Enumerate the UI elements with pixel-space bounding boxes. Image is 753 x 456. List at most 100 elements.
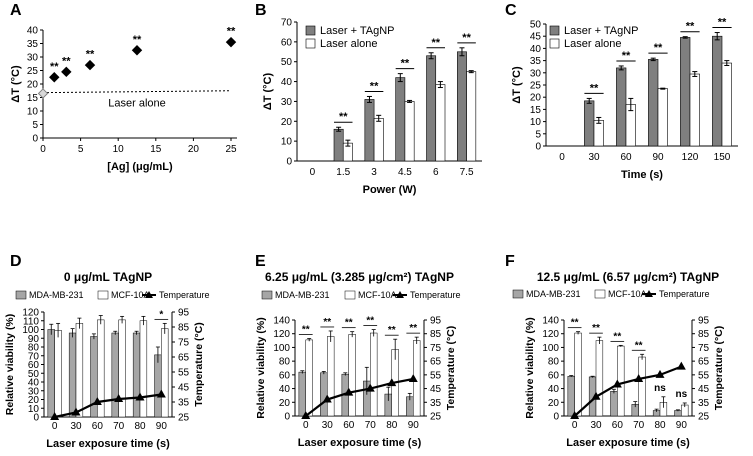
legend-label: MCF-10A — [608, 289, 647, 299]
significance-label: ** — [133, 34, 142, 46]
legend-label: Temperature — [659, 289, 710, 299]
y2-axis-tick-label: 35 — [430, 398, 442, 409]
y-axis-tick-label: 20 — [27, 80, 39, 91]
legend-label: MDA-MB-231 — [29, 290, 84, 300]
x-axis-tick-label: 70 — [633, 420, 645, 431]
y-axis-tick-label: 70 — [281, 18, 293, 29]
x-axis-tick-label: 150 — [714, 152, 731, 163]
temperature-point — [322, 394, 332, 403]
bar — [75, 323, 84, 418]
y-axis-tick-label: 15 — [530, 105, 542, 116]
y-axis-tick-label: 15 — [27, 93, 39, 104]
x-axis-tick-label: 1.5 — [336, 167, 350, 178]
y-axis-tick-label: 35 — [27, 39, 39, 50]
x-axis-tick-label: 120 — [682, 152, 699, 163]
temperature-point — [655, 369, 665, 378]
y-axis-tick-label: 40 — [548, 384, 560, 395]
x-axis-tick-label: 0 — [572, 420, 578, 431]
y-axis-tick-label: 30 — [281, 97, 293, 108]
bar — [680, 37, 691, 147]
x-axis-tick-label: 5 — [78, 144, 84, 155]
x-axis-tick-label: 0 — [559, 152, 565, 163]
significance-label: ** — [431, 37, 440, 49]
y2-axis-tick-label: 85 — [698, 329, 710, 340]
bar — [610, 391, 618, 417]
x-axis-tick-label: 80 — [654, 420, 666, 431]
significance-label: ** — [401, 58, 410, 70]
y-axis-tick-label: 25 — [530, 81, 542, 92]
y2-axis-tick-label: 75 — [430, 343, 442, 354]
x-axis-title: Laser exposure time (s) — [566, 437, 690, 449]
legend-label: Laser alone — [320, 38, 378, 50]
legend-swatch — [261, 290, 273, 300]
temperature-point — [591, 391, 601, 400]
x-axis-tick-label: 60 — [92, 421, 104, 432]
y-axis-tick-label: 10 — [28, 404, 40, 415]
y-axis-tick-label: 5 — [535, 129, 541, 140]
legend-swatch — [549, 25, 560, 36]
bar — [657, 88, 668, 147]
y-axis-tick-label: 10 — [530, 117, 542, 128]
significance-label: ** — [590, 82, 599, 94]
y-axis-tick-label: 80 — [548, 357, 560, 368]
temperature-point — [92, 397, 102, 405]
y-axis-title: Relative viability (%) — [4, 314, 16, 416]
bar — [298, 371, 306, 417]
y2-axis-tick-label: 25 — [430, 412, 442, 423]
panel-title: 6.25 μg/mL (3.285 μg/cm²) TAgNP — [265, 270, 454, 284]
significance-label: ** — [50, 61, 59, 73]
y-axis-tick-label: 60 — [548, 370, 560, 381]
significance-label: ** — [339, 111, 348, 123]
x-axis-tick-label: 70 — [113, 421, 125, 432]
bar — [111, 332, 119, 418]
y2-axis-tick-label: 65 — [178, 353, 190, 364]
temperature-point — [365, 383, 375, 392]
x-axis-tick-label: 10 — [113, 144, 125, 155]
y-axis-tick-label: 100 — [22, 325, 39, 336]
y-axis-tick-label: 20 — [548, 398, 560, 409]
y2-axis-tick-label: 55 — [430, 370, 442, 381]
bar — [595, 340, 604, 417]
bar — [348, 334, 356, 417]
y-axis-tick-label: 90 — [28, 334, 40, 345]
y-axis-tick-label: 40 — [27, 26, 39, 37]
y2-axis-tick-label: 55 — [698, 370, 710, 381]
significance-label: ** — [323, 317, 331, 328]
y2-axis-tick-label: 45 — [430, 384, 442, 395]
y2-axis-title: Temperature (°C) — [445, 326, 457, 411]
x-axis-tick-label: 60 — [612, 420, 624, 431]
y-axis-title: Relative viability (%) — [255, 317, 267, 419]
y-axis-tick-label: 70 — [28, 351, 40, 362]
significance-label: ** — [592, 323, 600, 334]
data-point — [49, 72, 60, 83]
y2-axis-tick-label: 35 — [698, 398, 710, 409]
y-axis-tick-label: 0 — [284, 412, 290, 423]
legend-marker — [145, 291, 153, 298]
x-axis-tick-label: 90 — [652, 152, 664, 163]
data-point — [131, 45, 143, 56]
x-axis-tick-label: 60 — [343, 420, 355, 431]
y-axis-title: Relative viability (%) — [524, 317, 536, 419]
significance-label: ** — [409, 323, 417, 334]
significance-label: ** — [370, 80, 379, 92]
legend-label: Temperature — [159, 290, 210, 300]
panel-label: D — [10, 253, 22, 270]
bar — [68, 332, 77, 418]
y2-axis-tick-label: 95 — [430, 316, 442, 327]
y2-axis-tick-label: 65 — [698, 357, 710, 368]
bar — [139, 320, 148, 418]
significance-label: ns — [675, 389, 687, 400]
legend-label: Laser alone — [564, 38, 622, 50]
y-axis-tick-label: 20 — [279, 398, 291, 409]
y-axis-tick-label: 120 — [22, 308, 39, 319]
x-axis-tick-label: 80 — [386, 420, 398, 431]
temperature-point — [408, 373, 418, 382]
temperature-point — [570, 411, 580, 419]
bar — [648, 59, 659, 147]
legend-swatch — [549, 38, 560, 49]
panel-label: F — [505, 253, 515, 270]
significance-label: ** — [571, 318, 579, 329]
y-axis-tick-label: 80 — [28, 343, 40, 354]
significance-label: ** — [462, 32, 471, 44]
panel-label: B — [255, 2, 267, 19]
